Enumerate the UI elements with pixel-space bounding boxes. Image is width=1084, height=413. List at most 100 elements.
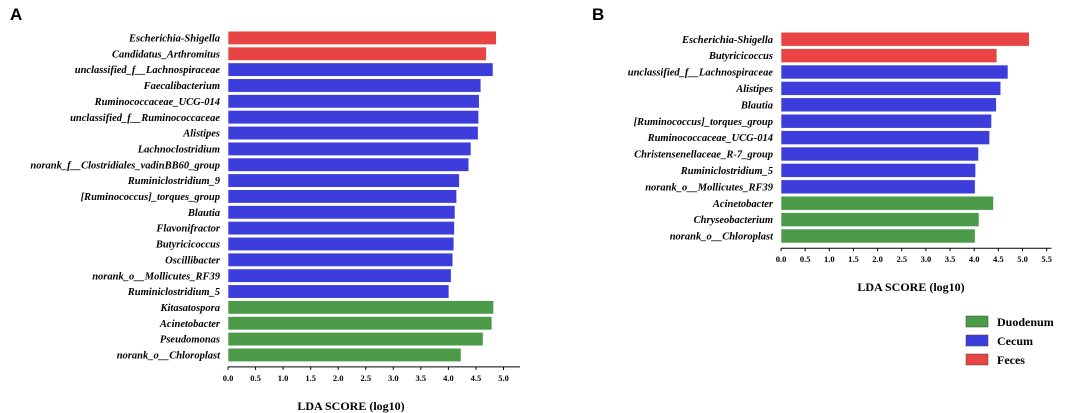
category-label: norank_f__Clostridiales_vadinBB60_group [30, 160, 220, 171]
x-axis-title: LDA SCORE (log10) [297, 399, 404, 413]
legend-label-duodenum: Duodenum [997, 315, 1054, 329]
legend-label-cecum: Cecum [997, 334, 1033, 348]
category-label: Alistipes [735, 84, 773, 95]
category-label: Kitasatospora [159, 303, 220, 314]
x-tick-label: 1.0 [824, 254, 835, 264]
bar-b-11 [780, 212, 980, 227]
bar-a-17 [227, 300, 494, 315]
panel-b-chart: Escherichia-Shigella Butyricicoccus unclas… [628, 31, 1052, 294]
bar-a-18 [227, 316, 493, 331]
bar-a-10 [227, 189, 457, 204]
category-label: Lachnoclostridium [137, 144, 220, 155]
x-tick-label: 2.5 [896, 254, 907, 264]
category-label: Ruminiclostridium_5 [680, 166, 773, 177]
category-label: Ruminococcaceae_UCG-014 [647, 133, 773, 144]
bar-a-0 [227, 30, 497, 45]
bar-b-0 [780, 31, 1030, 47]
category-label: Ruminococcaceae_UCG-014 [94, 97, 220, 108]
category-label: Escherichia-Shigella [128, 34, 220, 45]
bar-a-3 [227, 78, 482, 93]
category-label: norank_o__Mollicutes_RF39 [645, 182, 774, 193]
bar-b-12 [780, 228, 976, 244]
category-label: unclassified_f__Lachnospiraceae [75, 65, 221, 76]
category-label: Acinetobacter [712, 199, 774, 210]
x-tick-label: 0.0 [223, 373, 234, 383]
x-tick-label: 2.0 [872, 254, 883, 264]
x-tick-label: 5.0 [1017, 254, 1028, 264]
bar-a-4 [227, 94, 480, 109]
bar-b-4 [780, 97, 997, 113]
category-label: unclassified_f__Lachnospiraceae [628, 68, 774, 79]
x-tick-label: 1.5 [848, 254, 859, 264]
bar-a-9 [227, 173, 460, 188]
x-tick-label: 3.5 [945, 254, 956, 264]
x-tick-label: 3.0 [388, 373, 399, 383]
panel-b-letter: B [592, 5, 604, 24]
bar-a-8 [227, 157, 470, 172]
bar-b-6 [780, 130, 990, 145]
bar-a-14 [227, 252, 454, 267]
category-label: [Ruminococcus]_torques_group [634, 117, 773, 128]
legend-label-feces: Feces [997, 353, 1025, 367]
legend-swatch-duodenum [965, 315, 989, 328]
x-tick-label: 4.0 [969, 254, 980, 264]
bar-b-5 [780, 113, 992, 129]
legend: Duodenum Cecum Feces [965, 315, 1054, 367]
x-tick-label: 5.5 [1041, 254, 1052, 264]
category-label: Pseudomonas [160, 335, 220, 346]
x-tick-label: 4.5 [993, 254, 1004, 264]
category-label: Alistipes [182, 129, 220, 140]
category-label: norank_o__Chloroplast [117, 351, 221, 362]
bar-a-20 [227, 347, 462, 362]
bar-a-15 [227, 268, 452, 283]
category-label: [Ruminococcus]_torques_group [81, 192, 220, 203]
category-label: Escherichia-Shigella [681, 35, 773, 46]
category-label: Butyricicoccus [708, 51, 773, 62]
category-label: Ruminiclostridium_5 [127, 287, 220, 298]
bar-a-5 [227, 110, 480, 125]
bar-a-6 [227, 125, 479, 141]
x-tick-label: 2.0 [333, 373, 344, 383]
category-label: norank_o__Chloroplast [670, 232, 774, 243]
x-tick-label: 3.5 [416, 373, 427, 383]
bar-b-2 [780, 64, 1009, 80]
legend-swatch-cecum [965, 334, 989, 347]
bar-b-7 [780, 146, 979, 162]
bar-b-10 [780, 195, 994, 211]
category-label: Candidatus_Arthromitus [112, 49, 220, 60]
category-label: Flavonifractor [155, 224, 220, 235]
category-label: Blautia [187, 208, 220, 219]
category-label: unclassified_f__Ruminococcaceae [70, 113, 220, 124]
bar-b-8 [780, 163, 976, 178]
bar-a-11 [227, 205, 456, 220]
category-label: Chryseobacterium [694, 215, 773, 226]
x-tick-label: 3.0 [921, 254, 932, 264]
x-tick-label: 1.5 [305, 373, 316, 383]
panel-a-chart: Escherichia-Shigella Candidatus_Arthromit… [30, 30, 521, 413]
x-tick-label: 2.5 [360, 373, 371, 383]
bar-b-9 [780, 179, 976, 195]
x-tick-label: 0.5 [250, 373, 261, 383]
bar-a-1 [227, 46, 487, 61]
panel-a-letter: A [10, 5, 22, 24]
x-tick-label: 4.5 [471, 373, 482, 383]
category-label: Blautia [740, 100, 773, 111]
bar-a-12 [227, 221, 455, 236]
category-label: Oscillibacter [165, 255, 221, 266]
x-tick-label: 0.5 [800, 254, 811, 264]
category-label: Ruminiclostridium_9 [127, 176, 221, 187]
category-label: Acinetobacter [159, 319, 221, 330]
bar-a-13 [227, 236, 455, 252]
bar-a-7 [227, 141, 472, 156]
legend-swatch-feces [965, 353, 989, 366]
bar-a-16 [227, 284, 450, 299]
bar-b-1 [780, 48, 998, 63]
x-axis-title: LDA SCORE (log10) [857, 280, 964, 294]
category-label: Christensenellaceae_R-7_group [634, 150, 773, 161]
x-tick-label: 5.0 [498, 373, 509, 383]
bar-a-19 [227, 332, 484, 347]
category-label: norank_o__Mollicutes_RF39 [92, 271, 221, 282]
x-tick-label: 1.0 [278, 373, 289, 383]
x-tick-label: 4.0 [443, 373, 454, 383]
